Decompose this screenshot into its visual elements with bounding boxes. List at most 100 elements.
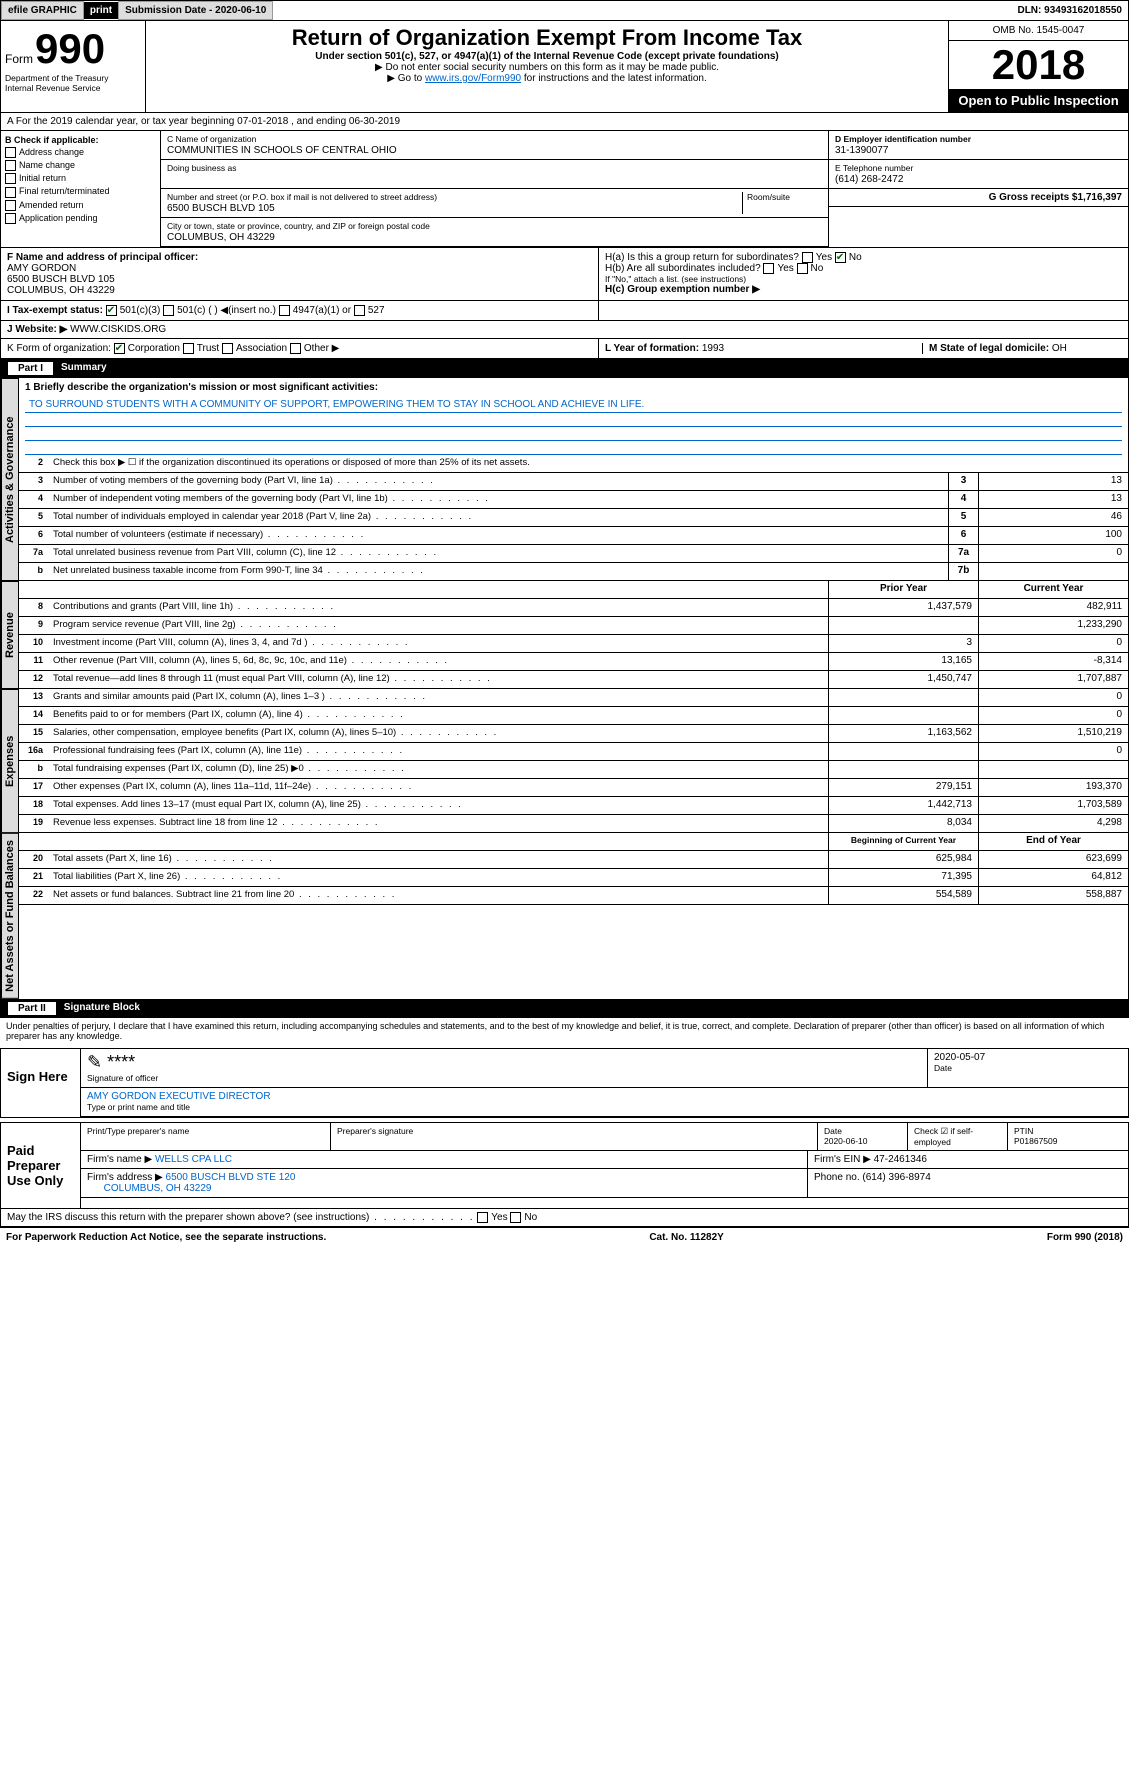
cb-final-return[interactable]: Final return/terminated <box>5 186 156 197</box>
table-row: 4Number of independent voting members of… <box>19 491 1128 509</box>
discuss-no[interactable] <box>510 1212 521 1223</box>
table-row: 16aProfessional fundraising fees (Part I… <box>19 743 1128 761</box>
website-label: J Website: ▶ <box>7 324 67 335</box>
year-formation-label: L Year of formation: <box>605 343 699 354</box>
box-h: H(a) Is this a group return for subordin… <box>598 248 1128 300</box>
form-number: 990 <box>35 25 105 73</box>
cb-name-change[interactable]: Name change <box>5 160 156 171</box>
table-row: bNet unrelated business taxable income f… <box>19 563 1128 581</box>
firm-name-label: Firm's name ▶ <box>87 1154 152 1165</box>
discuss-yes[interactable] <box>477 1212 488 1223</box>
sign-here-section: Sign Here ✎ ****Signature of officer2020… <box>0 1048 1129 1118</box>
firm-ein-label: Firm's EIN ▶ <box>814 1154 871 1165</box>
mission-blank3 <box>25 441 1122 455</box>
hb-note: If "No," attach a list. (see instruction… <box>605 274 1122 284</box>
sig-date-value: 2020-05-07 <box>934 1052 985 1063</box>
cb-527[interactable] <box>354 305 365 316</box>
cb-4947[interactable] <box>279 305 290 316</box>
ptin-hdr: PTIN <box>1014 1126 1033 1136</box>
box-k: K Form of organization: Corporation Trus… <box>1 339 598 358</box>
form-org-label: K Form of organization: <box>7 343 111 354</box>
form-note2: ▶ Go to www.irs.gov/Form990 for instruct… <box>154 73 940 84</box>
print-btn[interactable]: print <box>84 2 118 19</box>
ha-yes[interactable] <box>802 252 813 263</box>
efile-btn[interactable]: efile GRAPHIC <box>1 1 84 20</box>
cat-no: Cat. No. 11282Y <box>649 1232 723 1243</box>
irs-link[interactable]: www.irs.gov/Form990 <box>425 73 521 84</box>
website-value: WWW.CISKIDS.ORG <box>70 324 166 335</box>
officer-addr1: 6500 BUSCH BLVD 105 <box>7 274 115 285</box>
box-i: I Tax-exempt status: 501(c)(3) 501(c) ( … <box>1 301 598 320</box>
cb-initial-return[interactable]: Initial return <box>5 173 156 184</box>
addr-label: Number and street (or P.O. box if mail i… <box>167 192 437 202</box>
ha-no[interactable] <box>835 252 846 263</box>
tax-status-label: I Tax-exempt status: <box>7 305 103 316</box>
officer-name: AMY GORDON <box>7 263 76 274</box>
state-domicile-label: M State of legal domicile: <box>929 343 1049 354</box>
year-formation-value: 1993 <box>702 343 724 354</box>
street-address: 6500 BUSCH BLVD 105 <box>167 203 275 214</box>
sig-date-label: Date <box>934 1063 952 1073</box>
tax-year: 2018 <box>949 41 1128 89</box>
preparer-sig-hdr: Preparer's signature <box>331 1123 818 1150</box>
city-label: City or town, state or province, country… <box>167 221 430 231</box>
part1-header: Part ISummary <box>0 359 1129 378</box>
cb-application-pending[interactable]: Application pending <box>5 213 156 224</box>
preparer-date-hdr: Date <box>824 1126 842 1136</box>
discuss-text: May the IRS discuss this return with the… <box>7 1212 475 1223</box>
cb-address-change[interactable]: Address change <box>5 147 156 158</box>
firm-name-value: WELLS CPA LLC <box>155 1154 232 1165</box>
form-subtitle: Under section 501(c), 527, or 4947(a)(1)… <box>154 51 940 62</box>
cb-association[interactable] <box>222 343 233 354</box>
begin-year-hdr: Beginning of Current Year <box>828 833 978 850</box>
row-i: I Tax-exempt status: 501(c)(3) 501(c) ( … <box>0 301 1129 321</box>
table-row: 9Program service revenue (Part VIII, lin… <box>19 617 1128 635</box>
firm-phone-value: (614) 396-8974 <box>862 1172 930 1183</box>
pra-notice: For Paperwork Reduction Act Notice, see … <box>6 1232 326 1243</box>
table-row: 14Benefits paid to or for members (Part … <box>19 707 1128 725</box>
expenses-section: Expenses 13Grants and similar amounts pa… <box>0 689 1129 833</box>
row-fh: F Name and address of principal officer:… <box>0 248 1129 301</box>
sig-name-value: AMY GORDON EXECUTIVE DIRECTOR <box>87 1091 271 1102</box>
perjury-text: Under penalties of perjury, I declare th… <box>0 1018 1129 1044</box>
ptin-value: P01867509 <box>1014 1136 1058 1146</box>
box-b: B Check if applicable: Address change Na… <box>1 131 161 247</box>
expenses-label: Expenses <box>1 689 19 833</box>
cb-501c3[interactable] <box>106 305 117 316</box>
dln: DLN: 93493162018550 <box>1011 2 1128 19</box>
table-row: 8Contributions and grants (Part VIII, li… <box>19 599 1128 617</box>
sig-officer-label: Signature of officer <box>87 1073 158 1083</box>
net-assets-label: Net Assets or Fund Balances <box>1 833 19 999</box>
gross-receipts-label: G Gross receipts $1,716,397 <box>989 192 1122 203</box>
form-note1: ▶ Do not enter social security numbers o… <box>154 62 940 73</box>
form-title: Return of Organization Exempt From Incom… <box>154 25 940 51</box>
hb-yes[interactable] <box>763 263 774 274</box>
form-word: Form <box>5 52 33 66</box>
box-f: F Name and address of principal officer:… <box>1 248 598 300</box>
cb-corporation[interactable] <box>114 343 125 354</box>
table-row: 15Salaries, other compensation, employee… <box>19 725 1128 743</box>
prior-year-hdr: Prior Year <box>828 581 978 598</box>
phone-value: (614) 268-2472 <box>835 174 903 185</box>
paid-preparer-section: Paid Preparer Use Only Print/Type prepar… <box>0 1122 1129 1209</box>
line2-desc: Check this box ▶ ☐ if the organization d… <box>49 455 1128 472</box>
cb-501c[interactable] <box>163 305 174 316</box>
governance-label: Activities & Governance <box>1 378 19 581</box>
table-row: 6Total number of volunteers (estimate if… <box>19 527 1128 545</box>
revenue-section: Revenue Prior YearCurrent Year 8Contribu… <box>0 581 1129 689</box>
hb-no[interactable] <box>797 263 808 274</box>
dept-treasury: Department of the Treasury <box>5 73 141 83</box>
identity-grid: B Check if applicable: Address change Na… <box>0 131 1129 248</box>
table-row: 18Total expenses. Add lines 13–17 (must … <box>19 797 1128 815</box>
hc-label: H(c) Group exemption number ▶ <box>605 284 760 295</box>
top-bar: efile GRAPHIC print Submission Date - 20… <box>0 0 1129 21</box>
org-name-label: C Name of organization <box>167 134 256 144</box>
cb-amended-return[interactable]: Amended return <box>5 200 156 211</box>
hb-label: H(b) Are all subordinates included? <box>605 263 761 274</box>
cb-other[interactable] <box>290 343 301 354</box>
cb-trust[interactable] <box>183 343 194 354</box>
submission-date: Submission Date - 2020-06-10 <box>118 1 273 20</box>
self-employed-hdr: Check ☑ if self-employed <box>908 1123 1008 1150</box>
firm-addr-label: Firm's address ▶ <box>87 1172 163 1183</box>
table-row: 5Total number of individuals employed in… <box>19 509 1128 527</box>
